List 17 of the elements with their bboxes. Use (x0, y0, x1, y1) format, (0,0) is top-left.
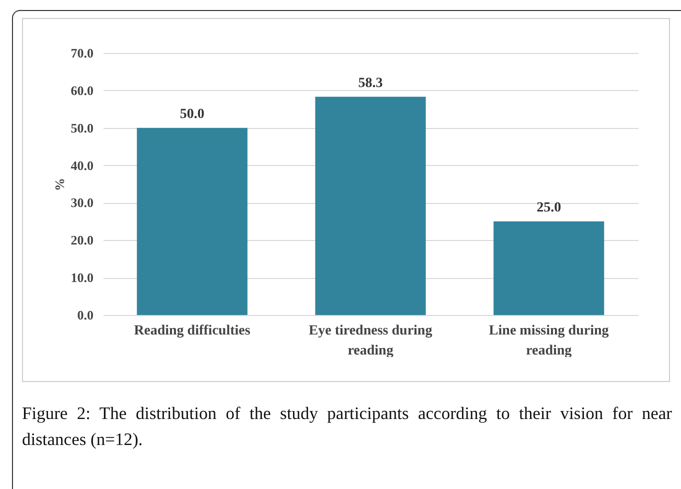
y-tick-label: 60.0 (70, 82, 94, 98)
x-tick-label: Reading difficulties (134, 324, 251, 338)
caption: Figure 2: The distribution of the study participants according to their vision for near distances (n=12). (22, 402, 672, 451)
y-tick-label: 30.0 (70, 195, 94, 210)
y-axis-title: % (52, 178, 67, 191)
bar (136, 128, 248, 315)
bar (494, 221, 604, 315)
data-label: 58.3 (358, 76, 383, 91)
y-tick-label: 70.0 (70, 46, 94, 60)
y-tick-label: 0.0 (77, 308, 94, 322)
bar (315, 96, 426, 315)
data-label: 25.0 (536, 200, 562, 216)
y-tick-label: 50.0 (70, 120, 94, 136)
y-tick-label: 20.0 (70, 232, 94, 248)
data-label: 50.0 (180, 106, 204, 122)
y-tick-label: 40.0 (70, 158, 94, 173)
y-tick-label: 10.0 (70, 270, 94, 286)
